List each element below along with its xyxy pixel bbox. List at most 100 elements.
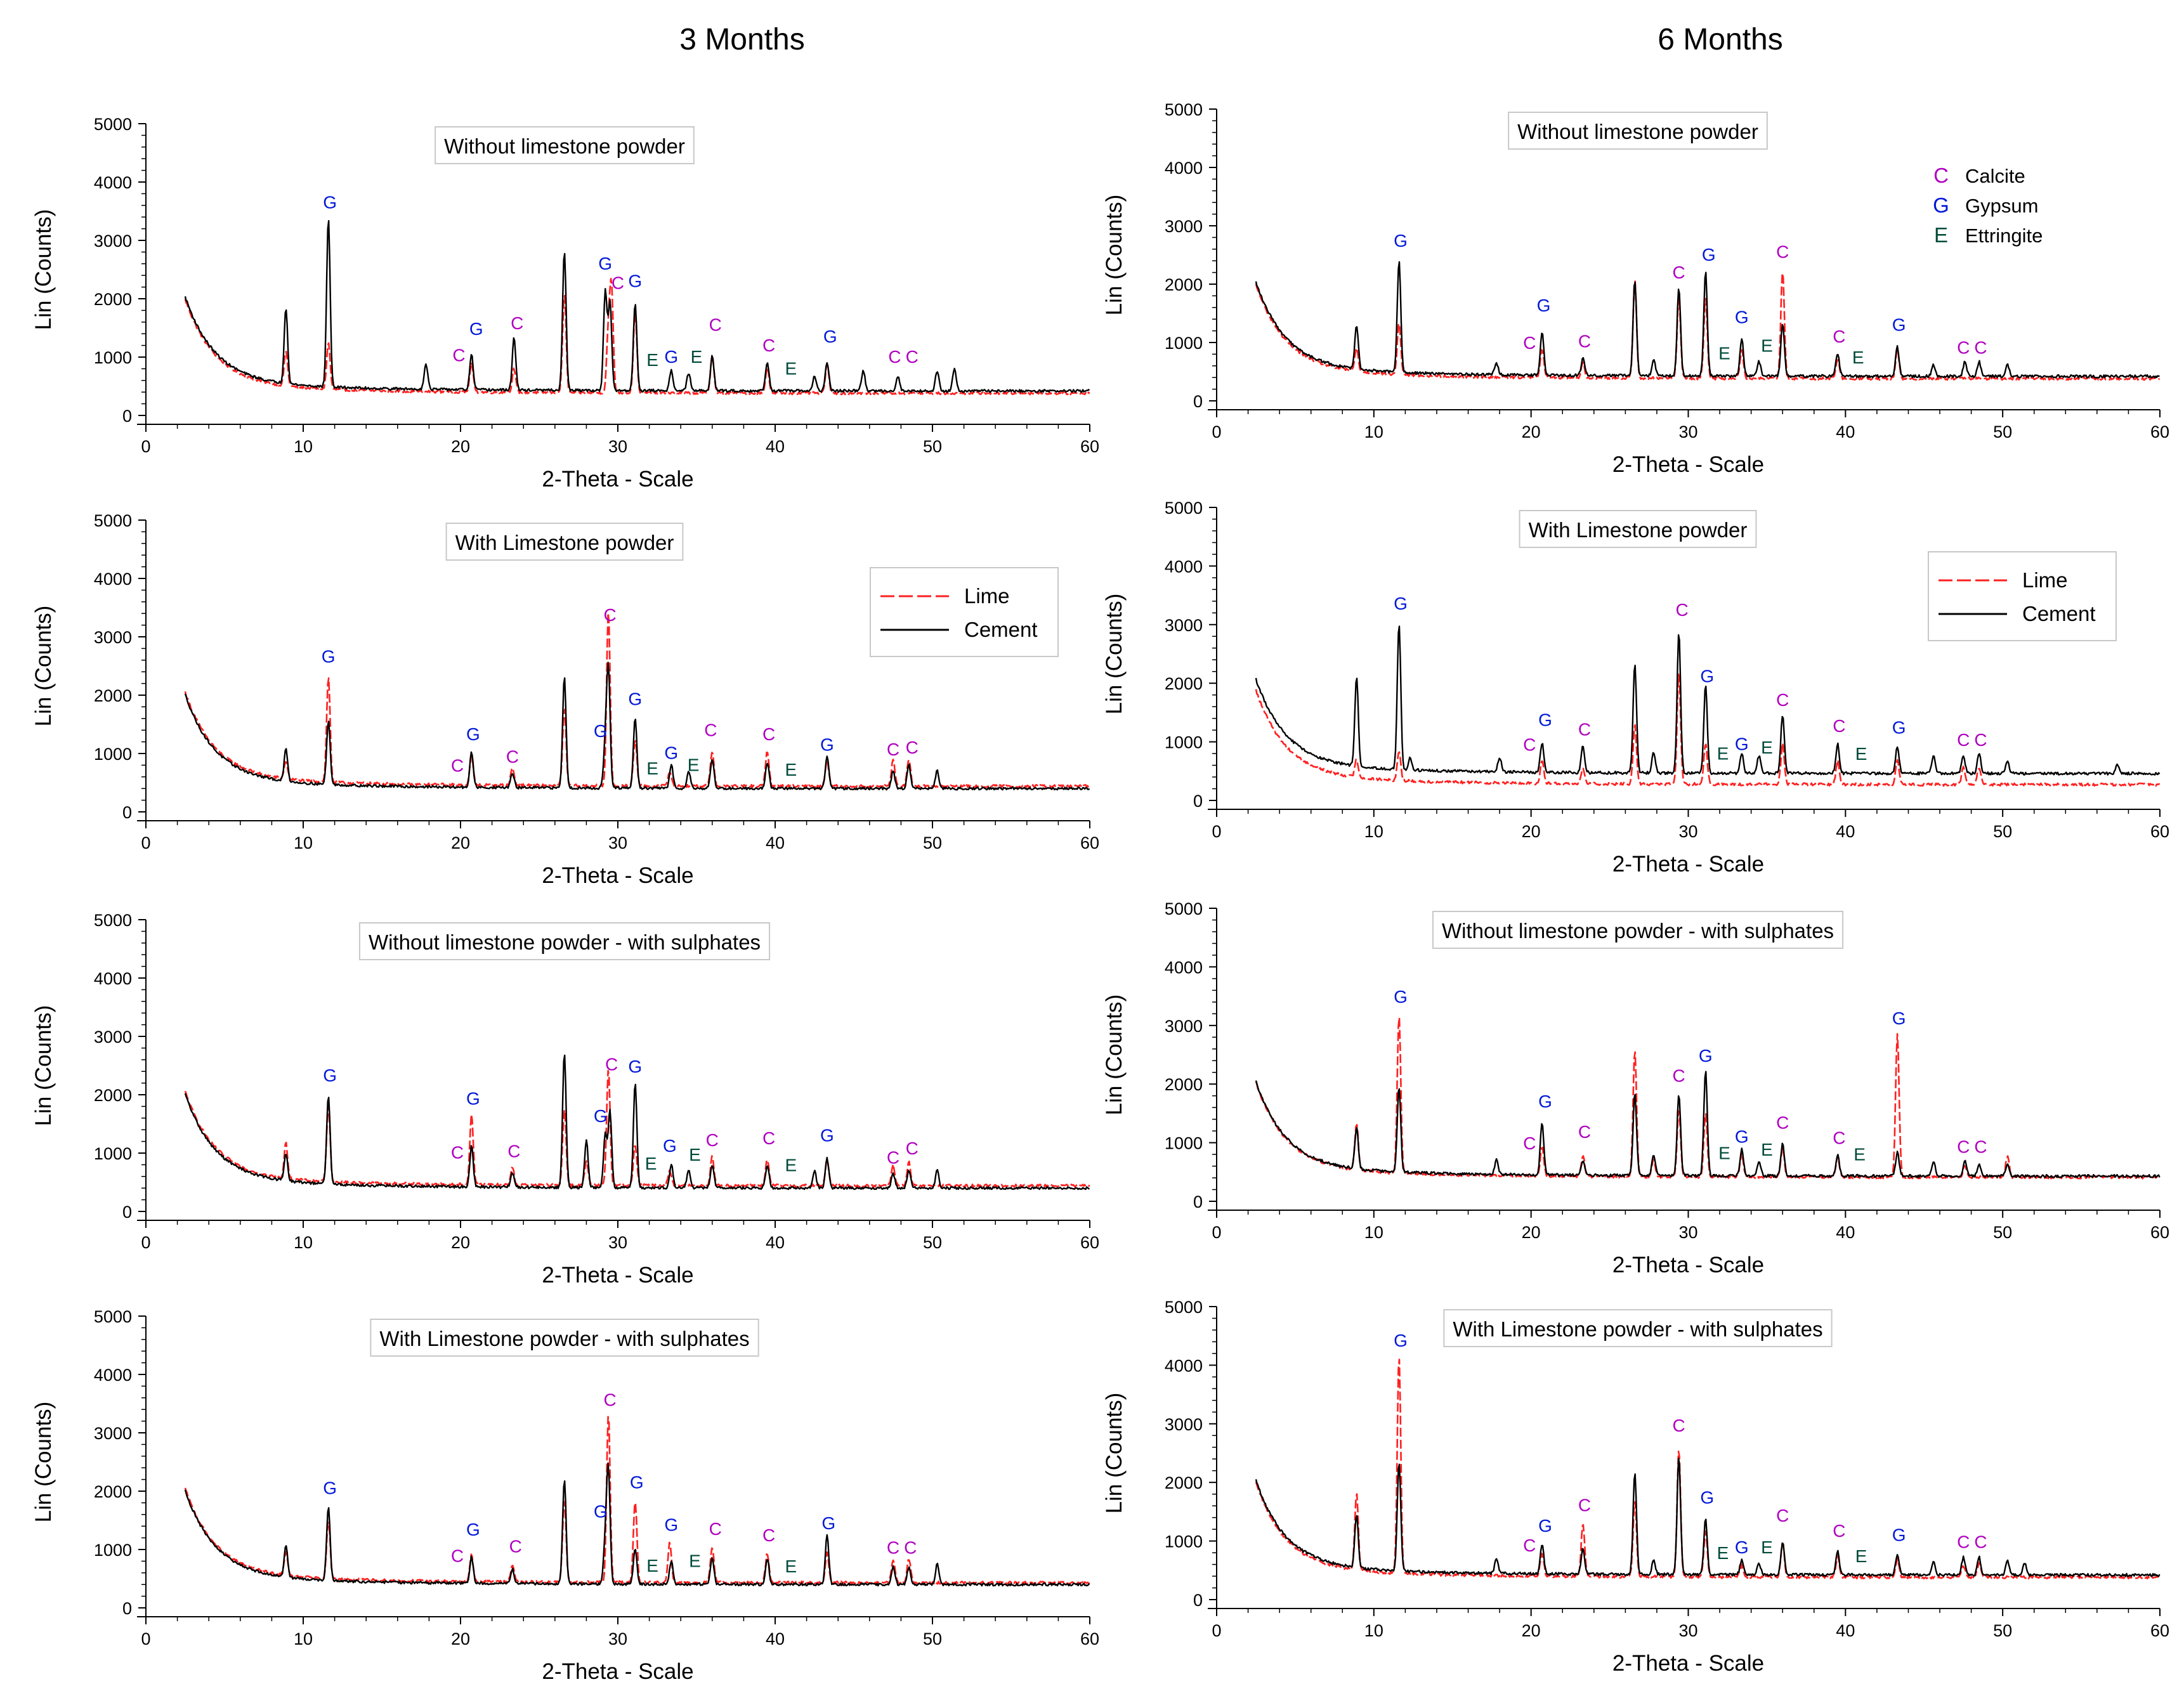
y-tick-label: 5000: [1165, 100, 1203, 119]
peak-label-g: G: [594, 1106, 608, 1126]
peak-label-g: G: [664, 743, 678, 762]
panel-title-box: [1443, 1309, 1833, 1347]
peak-label-e: E: [785, 1556, 797, 1576]
peak-label-g: G: [598, 254, 612, 273]
peak-label-c: C: [709, 1519, 722, 1539]
peak-label-g: G: [469, 319, 483, 339]
x-tick-label: 0: [141, 1233, 150, 1252]
series-cement: [1255, 625, 2161, 776]
y-tick-label: 4000: [1165, 557, 1203, 576]
x-tick-label: 20: [451, 1233, 470, 1252]
peak-label-g: G: [323, 1066, 337, 1085]
peak-label-g: G: [1699, 1046, 1713, 1066]
panel-title-box: [1432, 911, 1844, 949]
peak-label-c: C: [509, 1537, 522, 1556]
x-tick-label: 10: [294, 833, 313, 852]
peak-label-c: C: [1578, 1495, 1591, 1515]
y-tick-label: 5000: [94, 115, 132, 134]
y-tick-label: 4000: [1165, 958, 1203, 977]
panel-title-box: [445, 523, 684, 561]
panel-title-box: [370, 1319, 759, 1357]
x-tick-label: 30: [608, 833, 627, 852]
legend-cement-label: Cement: [2022, 602, 2096, 625]
peak-label-e: E: [1717, 1543, 1729, 1563]
peak-label-g: G: [1394, 987, 1408, 1007]
peak-label-c: C: [1957, 1137, 1970, 1156]
phase-legend-symbol: E: [1934, 223, 1948, 247]
y-tick-label: 5000: [94, 511, 132, 530]
legend-lime-label: Lime: [964, 584, 1010, 608]
peak-label-g: G: [1394, 231, 1408, 251]
x-tick-label: 40: [766, 437, 785, 456]
peak-label-g: G: [1394, 1331, 1408, 1350]
peak-label-c: C: [451, 1142, 464, 1162]
peak-label-c: C: [1957, 337, 1970, 357]
peak-label-c: C: [507, 1141, 520, 1161]
y-tick-label: 1000: [1165, 1134, 1203, 1153]
peak-label-c: C: [762, 1128, 775, 1148]
y-axis-label: Lin (Counts): [31, 209, 56, 330]
x-tick-label: 30: [1678, 1223, 1697, 1242]
peak-label-e: E: [646, 1556, 658, 1576]
peak-label-g: G: [821, 1513, 835, 1533]
x-tick-label: 0: [1212, 1223, 1221, 1242]
peak-label-g: G: [1538, 1092, 1552, 1111]
peak-label-e: E: [1852, 348, 1864, 367]
x-tick-label: 20: [1522, 1223, 1541, 1242]
peak-label-c: C: [906, 1139, 919, 1158]
peak-label-e: E: [1761, 1140, 1773, 1159]
panel-title: With Limestone powder: [455, 531, 674, 554]
x-tick-label: 0: [1212, 822, 1221, 841]
x-tick-label: 60: [1080, 437, 1099, 456]
peak-label-c: C: [888, 347, 901, 367]
x-tick-label: 10: [294, 1629, 313, 1648]
peak-label-g: G: [1892, 718, 1906, 738]
y-tick-label: 3000: [94, 1424, 132, 1443]
series-cement: [1255, 261, 2160, 379]
x-tick-label: 50: [1993, 822, 2012, 841]
peak-label-e: E: [785, 760, 797, 780]
x-tick-label: 40: [766, 833, 785, 852]
x-axis-label: 2-Theta - Scale: [542, 863, 693, 888]
peak-label-g: G: [323, 1478, 337, 1498]
peak-label-g: G: [628, 271, 642, 291]
peak-label-g: G: [663, 1136, 677, 1156]
x-tick-label: 0: [141, 833, 150, 852]
peak-label-g: G: [466, 1520, 480, 1539]
phase-legend-symbol: G: [1933, 193, 1949, 217]
peak-label-c: C: [1776, 1506, 1789, 1525]
peak-label-c: C: [904, 1537, 917, 1557]
x-tick-label: 60: [1080, 1233, 1099, 1252]
y-tick-label: 4000: [94, 173, 132, 192]
column-title-6-months: 6 Months: [1658, 23, 1782, 56]
panel-title-box: [1519, 510, 1757, 548]
y-tick-label: 5000: [94, 1307, 132, 1326]
x-tick-label: 50: [1993, 1223, 2012, 1242]
x-axis-label: 2-Theta - Scale: [1612, 1253, 1764, 1277]
peak-label-g: G: [1700, 1487, 1714, 1507]
legend-cement-label: Cement: [964, 618, 1038, 641]
peak-label-c: C: [1833, 327, 1845, 346]
x-tick-label: 10: [1364, 822, 1383, 841]
peak-label-c: C: [1974, 1137, 1987, 1156]
peak-label-c: C: [1833, 716, 1845, 736]
x-tick-label: 50: [1993, 422, 2012, 441]
phase-legend-name: Ettringite: [1965, 225, 2043, 247]
peak-label-e: E: [1854, 1144, 1866, 1164]
panel-title-box: [358, 922, 771, 960]
y-tick-label: 5000: [1165, 899, 1203, 918]
y-tick-label: 0: [1193, 1591, 1203, 1610]
panel-title: Without limestone powder: [1517, 120, 1758, 143]
y-tick-label: 0: [1193, 392, 1203, 411]
y-tick-label: 0: [122, 803, 132, 822]
x-tick-label: 50: [923, 1629, 942, 1648]
y-tick-label: 1000: [94, 1541, 132, 1560]
legend-box: [870, 567, 1059, 657]
peak-label-c: C: [1957, 1532, 1970, 1552]
peak-label-g: G: [1892, 315, 1906, 335]
peak-label-c: C: [906, 738, 919, 757]
y-tick-label: 3000: [94, 1028, 132, 1047]
peak-label-c: C: [511, 313, 523, 333]
y-tick-label: 1000: [1165, 1532, 1203, 1551]
